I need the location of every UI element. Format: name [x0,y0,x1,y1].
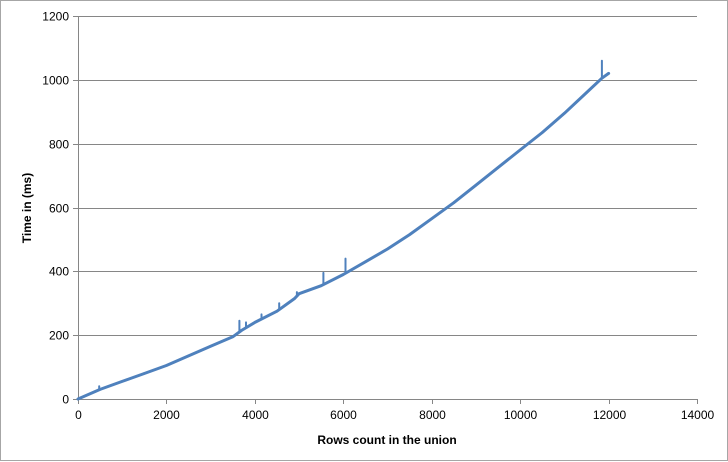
data-point [121,380,124,383]
axis-layer [73,16,698,404]
x-tick-label: 6000 [330,408,357,422]
data-point [76,397,80,401]
x-tick-label: 4000 [242,408,269,422]
data-point [275,310,279,313]
x-tick-label: 0 [75,408,82,422]
data-point [563,112,566,115]
series-layer [76,59,611,401]
data-point [474,184,478,187]
x-tick-label: 10000 [504,408,538,422]
series-line [76,71,611,401]
x-axis-title: Rows count in the union [317,433,456,447]
data-point [518,148,522,152]
data-point [293,297,296,300]
data-point [430,217,433,220]
y-tick-label: 600 [49,202,69,216]
data-point [240,329,243,332]
data-point [607,72,610,75]
data-point [165,364,168,367]
data-point [541,131,544,134]
x-tick-label: 8000 [419,408,446,422]
data-point [408,233,411,236]
data-point [452,201,455,204]
data-point [187,354,190,358]
data-point [231,335,234,338]
grid-layer [78,16,697,336]
y-tick-label: 0 [62,393,69,407]
data-point [297,292,301,295]
x-tick-label: 12000 [593,408,627,422]
data-point [585,91,588,94]
data-point [364,260,367,263]
data-point [496,166,500,169]
x-tick-label: 2000 [153,408,180,422]
data-point [209,345,212,348]
y-tick-label: 1000 [42,74,69,88]
y-tick-label: 800 [49,138,69,152]
data-point [320,284,323,287]
y-axis-title: Time in (ms) [20,173,34,243]
y-tick-label: 1200 [42,10,69,24]
x-tick-label: 14000 [681,408,715,422]
data-point [386,247,389,251]
data-point [143,372,146,375]
data-point [342,273,345,276]
y-tick-label: 200 [49,329,69,343]
y-tick-label: 400 [49,265,69,279]
data-point [253,321,257,324]
